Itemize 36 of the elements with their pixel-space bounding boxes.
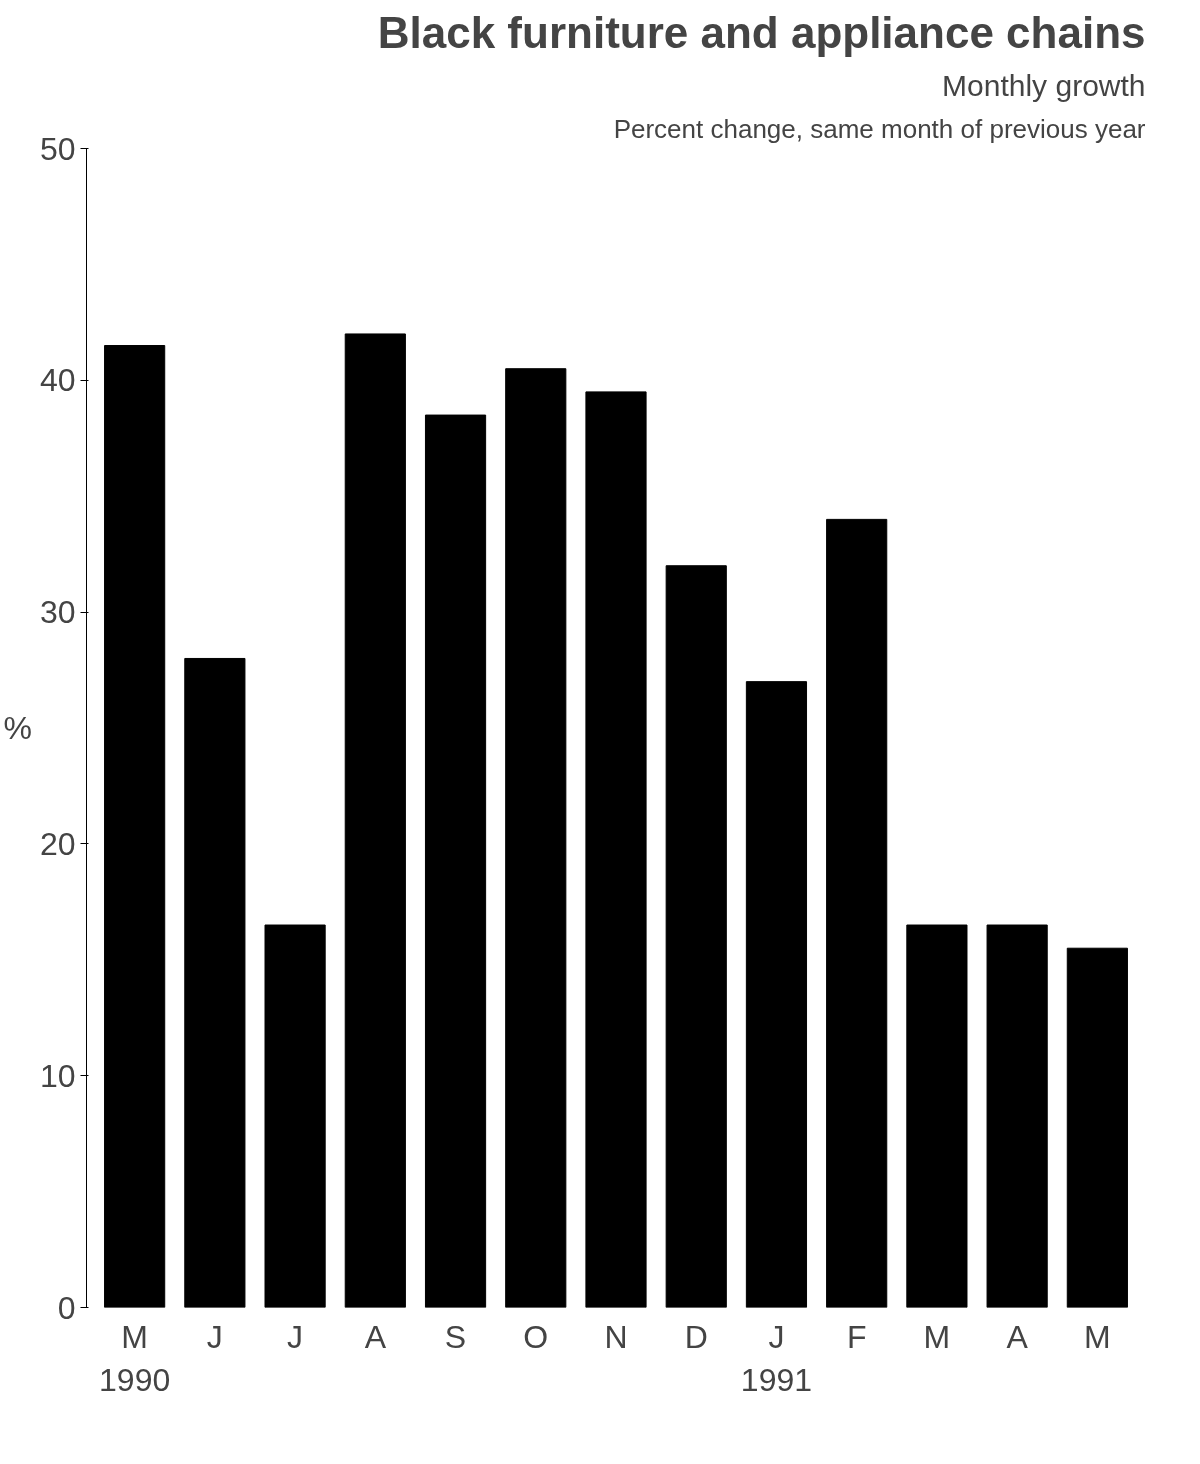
x-tick-label: A: [364, 1318, 387, 1355]
bar: [104, 345, 166, 1308]
y-tick-label: 50: [39, 130, 76, 167]
bar: [585, 391, 647, 1308]
x-tick-label: F: [846, 1318, 867, 1355]
bar: [344, 333, 406, 1308]
x-tick-label: J: [206, 1318, 223, 1355]
x-tick-label: M: [1084, 1318, 1111, 1355]
x-tick-label: D: [684, 1318, 708, 1355]
bar: [424, 414, 487, 1308]
x-tick-label: S: [444, 1318, 467, 1355]
chart-title: Black furniture and appliance chains: [377, 7, 1146, 57]
x-tick-label: J: [287, 1318, 304, 1355]
x-tick-label: J 1991: [740, 1318, 813, 1398]
chart-subtitle: Monthly growth: [942, 68, 1146, 102]
y-tick-label: 30: [39, 594, 76, 631]
bar: [184, 657, 246, 1308]
y-tick-label: 10: [39, 1057, 76, 1094]
y-tick-label: 20: [39, 825, 76, 862]
y-axis-title: %: [3, 710, 32, 746]
bar: [906, 924, 968, 1308]
bar: [986, 924, 1048, 1308]
x-tick-label: M: [923, 1318, 951, 1355]
x-tick-label: N: [604, 1318, 628, 1355]
bar: [264, 924, 326, 1308]
bar: [826, 518, 888, 1308]
bar: [1066, 947, 1128, 1308]
text: Percent change, same month of previous year: [613, 113, 1146, 144]
x-tick-label: A: [1006, 1318, 1029, 1355]
y-tick-label: 40: [39, 362, 76, 399]
x-tick-label: M 1990: [99, 1318, 171, 1398]
bar: [505, 368, 567, 1308]
bar: [745, 681, 808, 1308]
bar: [665, 565, 727, 1308]
y-tick-label: 0: [57, 1289, 76, 1326]
x-tick-label: O: [523, 1318, 549, 1355]
